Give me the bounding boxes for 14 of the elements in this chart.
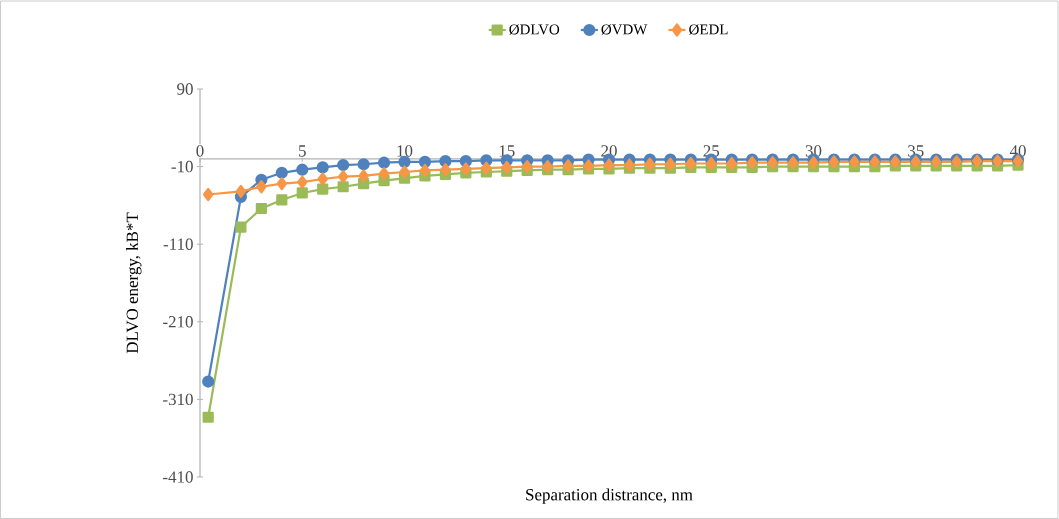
y-tick-label: 90 [177, 83, 193, 95]
x-tick-label: 10 [397, 145, 413, 157]
y-tick-label: -210 [163, 316, 193, 328]
legend-label: ØDLVO [509, 24, 560, 35]
y-tick-label: -310 [163, 393, 193, 406]
x-tick-label: 5 [299, 145, 306, 157]
y-axis-title: DLVO energy, kB*T [126, 212, 142, 354]
legend-label: ØVDW [601, 24, 648, 35]
y-tick-label: -10 [171, 160, 193, 173]
y-tick-label: -110 [163, 238, 193, 250]
y-tick-label: -410 [163, 471, 193, 483]
x-tick-label: 0 [196, 145, 204, 157]
x-axis-title: Separation distrance, nm [526, 488, 693, 504]
legend-label: ØEDL [689, 24, 728, 35]
